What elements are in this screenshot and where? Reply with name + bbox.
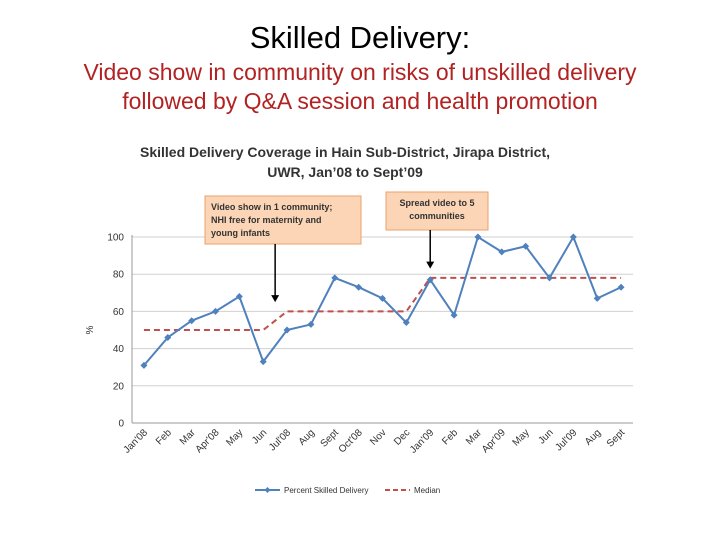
y-tick-label-80: 80 <box>113 270 125 281</box>
annotation-text-1-1: communities <box>409 211 465 221</box>
x-tick-label-15: Apr'09 <box>480 427 508 455</box>
data-point-1 <box>164 333 172 341</box>
slide-subtitle: Video show in community on risks of unsk… <box>20 58 700 116</box>
data-point-18 <box>569 233 577 241</box>
x-tick-label-7: Aug <box>297 427 317 447</box>
x-tick-label-11: Dec <box>392 427 412 447</box>
legend-marker-percent <box>264 487 271 493</box>
data-point-6 <box>283 326 291 334</box>
y-tick-label-60: 60 <box>113 307 125 318</box>
legend: Percent Skilled Delivery Median <box>255 486 440 495</box>
x-tick-label-20: Sept <box>605 427 627 449</box>
data-point-0 <box>140 361 148 369</box>
data-point-16 <box>522 242 530 250</box>
x-tick-label-17: Jun <box>536 427 555 446</box>
x-tick-label-12: Jan'09 <box>408 427 437 456</box>
annotation-box-0 <box>204 195 362 245</box>
chart-title-line-2: UWR, Jan’08 to Sept’09 <box>267 164 423 180</box>
x-tick-label-4: May <box>224 427 245 448</box>
data-point-10 <box>379 294 386 302</box>
x-tick-label-9: Oct'08 <box>337 427 365 455</box>
x-tick-label-3: Apr'08 <box>194 427 222 455</box>
y-axis-label: % <box>85 325 96 334</box>
data-point-15 <box>498 248 506 256</box>
annotation-arrowhead-1 <box>426 261 435 269</box>
subtitle-line-1: Video show in community on risks of unsk… <box>83 59 637 85</box>
x-tick-label-6: Jul'08 <box>267 427 293 453</box>
y-tick-label-40: 40 <box>113 344 125 355</box>
x-tick-label-5: Jun <box>250 427 269 446</box>
annotation-text-0-2: young infants <box>211 228 270 238</box>
annotation-box-1 <box>385 191 489 231</box>
data-point-19 <box>593 294 601 302</box>
data-point-20 <box>617 283 625 291</box>
x-tick-label-0: Jan'08 <box>122 427 151 456</box>
x-tick-label-19: Aug <box>583 427 603 447</box>
data-point-17 <box>546 274 553 282</box>
annotation-text-0-1: NHI free for maternity and <box>211 215 322 225</box>
annotations: Video show in 1 community; NHI free for m… <box>204 191 489 303</box>
x-tick-label-2: Mar <box>178 427 198 447</box>
data-point-11 <box>402 319 410 327</box>
chart-title-line-1: Skilled Delivery Coverage in Hain Sub-Di… <box>140 144 550 160</box>
x-tick-label-1: Feb <box>154 427 174 447</box>
data-point-4 <box>235 293 243 301</box>
data-point-12 <box>426 276 434 284</box>
y-tick-label-0: 0 <box>118 419 124 430</box>
data-point-8 <box>331 274 339 282</box>
data-point-2 <box>188 317 196 325</box>
data-point-13 <box>450 311 458 319</box>
data-point-3 <box>212 307 219 315</box>
x-tick-label-18: Jul'09 <box>553 427 579 453</box>
x-tick-label-10: Nov <box>368 427 388 447</box>
legend-label-0: Percent Skilled Delivery <box>284 486 368 495</box>
annotation-text-0-0: Video show in 1 community; <box>211 202 332 212</box>
percent-series <box>140 233 625 369</box>
y-tick-label-20: 20 <box>113 381 125 392</box>
data-point-7 <box>307 320 315 328</box>
data-point-5 <box>259 358 267 366</box>
annotation-text-1-0: Spread video to 5 <box>399 198 474 208</box>
x-tick-label-14: Mar <box>464 427 484 447</box>
annotation-arrowhead-0 <box>271 295 280 303</box>
x-tick-label-16: May <box>511 427 532 448</box>
subtitle-line-2: followed by Q&A session and health promo… <box>122 88 598 114</box>
legend-label-1: Median <box>414 486 440 495</box>
y-tick-label-100: 100 <box>107 233 124 244</box>
data-point-9 <box>355 283 363 291</box>
median-series <box>143 276 622 331</box>
data-point-14 <box>474 233 482 241</box>
slide-title: Skilled Delivery: <box>249 20 471 55</box>
x-tick-label-13: Feb <box>440 427 460 447</box>
median-line <box>143 276 622 331</box>
